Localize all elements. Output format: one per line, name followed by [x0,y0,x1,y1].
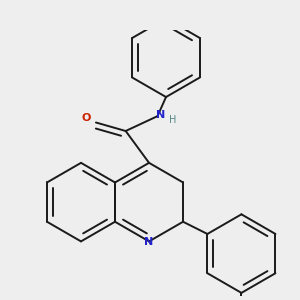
Text: O: O [82,113,91,123]
Text: H: H [169,116,176,125]
Text: N: N [144,238,154,248]
Text: N: N [156,110,165,120]
